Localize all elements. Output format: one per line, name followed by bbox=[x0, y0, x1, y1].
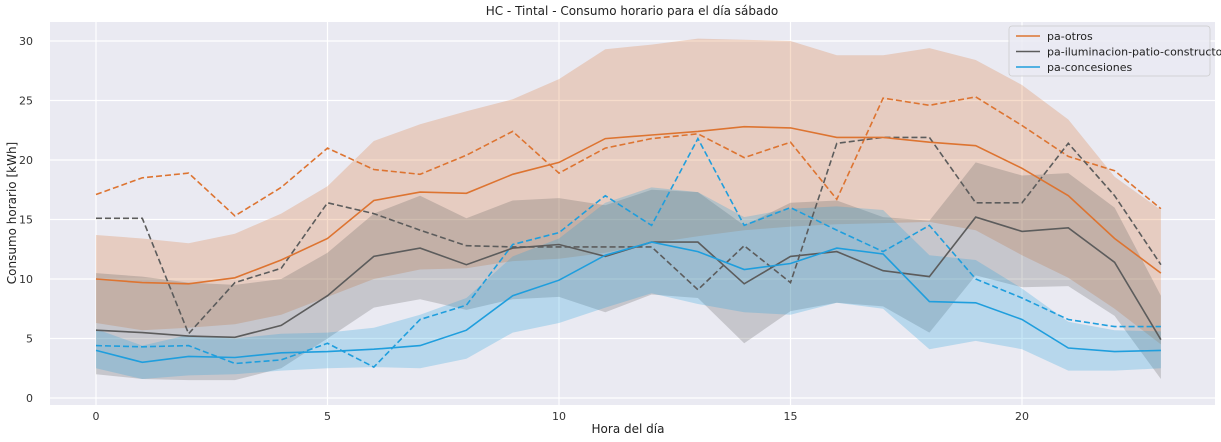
chart-title: HC - Tintal - Consumo horario para el dí… bbox=[486, 4, 779, 18]
series-line bbox=[95, 125, 1162, 285]
y-tick-label: 15 bbox=[19, 214, 33, 227]
y-tick-label: 0 bbox=[26, 392, 33, 405]
confidence-band bbox=[96, 162, 1161, 381]
confidence-band bbox=[96, 38, 1161, 345]
confidence-bands bbox=[96, 38, 1161, 381]
x-tick-label: 5 bbox=[324, 410, 331, 423]
x-axis-label: Hora del día bbox=[592, 422, 665, 436]
series-line bbox=[95, 241, 1161, 364]
y-tick-label: 10 bbox=[19, 273, 33, 286]
y-tick-labels: 0 5 10 15 20 25 30 bbox=[19, 35, 33, 405]
legend-label: pa-concesiones bbox=[1047, 61, 1133, 74]
x-tick-label: 20 bbox=[1015, 410, 1029, 423]
grid bbox=[50, 22, 1215, 405]
plot-background bbox=[50, 22, 1215, 405]
confidence-band bbox=[96, 187, 1161, 379]
x-tick-label: 15 bbox=[784, 410, 798, 423]
x-tick-label: 0 bbox=[93, 410, 100, 423]
x-tick-label: 10 bbox=[552, 410, 566, 423]
y-tick-label: 25 bbox=[19, 95, 33, 108]
legend-label: pa-otros bbox=[1047, 30, 1093, 43]
y-tick-label: 20 bbox=[19, 154, 33, 167]
dashed-line bbox=[96, 136, 1162, 336]
dashed-line bbox=[95, 96, 1162, 217]
legend-box bbox=[1008, 25, 1211, 77]
legend: pa-otros pa-iluminacion-patio-constructor… bbox=[1008, 25, 1221, 77]
dashed-lines bbox=[95, 96, 1162, 369]
dashed-line bbox=[95, 136, 1161, 369]
x-tick-labels: 0 5 10 15 20 bbox=[93, 410, 1030, 423]
y-tick-label: 30 bbox=[19, 35, 33, 48]
y-axis-label: Consumo horario [kWh] bbox=[5, 142, 19, 284]
series-lines bbox=[95, 125, 1162, 364]
y-tick-label: 5 bbox=[26, 333, 33, 346]
legend-label: pa-iluminacion-patio-constructor bbox=[1047, 46, 1221, 59]
